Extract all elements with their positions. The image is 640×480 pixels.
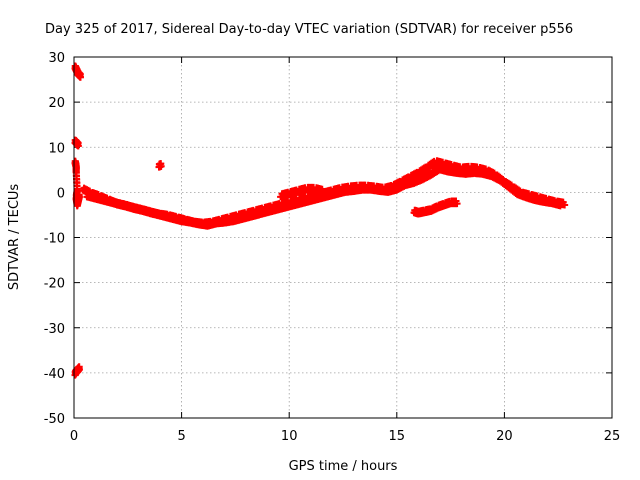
y-tick-label: 0 <box>57 186 65 201</box>
data-point <box>74 142 82 150</box>
series-early-scatter <box>71 157 83 210</box>
y-tick-label: -20 <box>44 277 65 292</box>
x-axis-label: GPS time / hours <box>289 459 398 474</box>
data-point <box>76 73 84 81</box>
data-point <box>75 365 83 373</box>
y-tick-label: 30 <box>48 51 65 66</box>
plot-frame <box>73 56 613 419</box>
y-axis-ticks: -50 -40 -30 -20 -10 0 10 20 30 <box>44 51 612 427</box>
x-axis-ticks: 0 5 10 15 20 25 <box>70 57 620 444</box>
y-tick-label: 20 <box>48 96 65 111</box>
series-lower-branch <box>410 197 461 218</box>
data-points <box>71 62 569 379</box>
x-tick-label: 25 <box>604 429 621 444</box>
series-mid-band <box>277 183 328 201</box>
y-tick-label: -50 <box>44 412 65 427</box>
chart-title: Day 325 of 2017, Sidereal Day-to-day VTE… <box>45 22 573 37</box>
data-point <box>320 188 328 196</box>
data-point <box>75 193 83 201</box>
y-tick-label: -40 <box>44 367 65 382</box>
y-tick-label: -30 <box>44 322 65 337</box>
series-main-trace-b <box>83 163 564 230</box>
y-tick-label: 10 <box>48 141 65 156</box>
data-point <box>157 162 165 170</box>
series-isolated-point <box>155 160 165 171</box>
x-tick-label: 10 <box>281 429 298 444</box>
x-tick-label: 5 <box>177 429 185 444</box>
y-axis-label: SDTVAR / TECUs <box>7 184 22 291</box>
x-tick-label: 0 <box>70 429 78 444</box>
data-point <box>453 200 461 208</box>
x-tick-label: 20 <box>496 429 513 444</box>
series-outlier-low-start <box>71 363 83 379</box>
x-tick-label: 15 <box>389 429 406 444</box>
y-tick-label: -10 <box>44 232 65 247</box>
data-point <box>556 202 564 210</box>
grid <box>74 57 612 418</box>
series-outlier-mid-start <box>71 136 82 150</box>
series-outlier-high-start <box>71 62 84 81</box>
